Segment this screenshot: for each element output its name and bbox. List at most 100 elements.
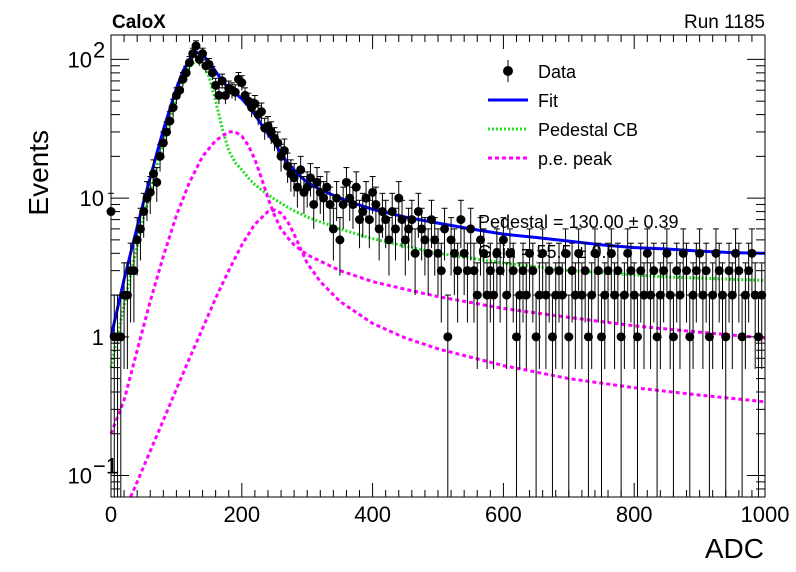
data-point: [682, 266, 692, 276]
x-tick-label: 1000: [741, 502, 790, 527]
data-point: [659, 266, 669, 276]
data-point: [675, 290, 685, 300]
data-point: [587, 290, 597, 300]
x-tick-label: 800: [616, 502, 653, 527]
data-point: [230, 87, 240, 97]
data-point: [528, 266, 538, 276]
data-point: [619, 290, 629, 300]
data-point: [384, 235, 394, 245]
data-point: [456, 215, 466, 225]
data-point: [328, 224, 338, 234]
data-point: [351, 182, 361, 192]
data-point: [417, 224, 427, 234]
data-point: [626, 266, 636, 276]
data-point: [341, 177, 351, 187]
data-point: [443, 332, 453, 342]
data-point: [672, 266, 682, 276]
data-point: [554, 266, 564, 276]
data-point: [708, 290, 718, 300]
data-point: [466, 224, 476, 234]
data-point: [547, 332, 557, 342]
data-point: [400, 235, 410, 245]
data-point: [698, 290, 708, 300]
data-point: [701, 266, 711, 276]
data-point: [430, 235, 440, 245]
data-point: [724, 266, 734, 276]
data-point: [289, 173, 299, 183]
data-point: [371, 199, 381, 209]
data-point: [207, 68, 217, 78]
data-point: [453, 266, 463, 276]
data-point: [685, 332, 695, 342]
data-point: [747, 248, 757, 258]
legend: Data Fit Pedestal CB p.e. peak: [488, 60, 638, 169]
data-point: [538, 248, 548, 258]
data-point: [162, 127, 172, 137]
x-tick-label: 200: [223, 502, 260, 527]
fit-parameters: Pedestal = 130.00 ± 0.39 Gain = 55.5 ± 0.…: [478, 212, 679, 262]
data-point: [655, 290, 665, 300]
x-tick-label: 400: [354, 502, 391, 527]
data-point: [531, 332, 541, 342]
fit-parameter: Gain = 55.5 ± 0.5: [478, 242, 616, 262]
legend-label: Pedestal CB: [538, 120, 638, 140]
y-tick-label: 10: [68, 47, 92, 72]
data-point: [184, 58, 194, 68]
data-point: [122, 290, 132, 300]
data-point: [440, 224, 450, 234]
data-point: [436, 266, 446, 276]
data-point: [574, 248, 584, 258]
data-point: [492, 248, 502, 258]
data-point: [613, 266, 623, 276]
data-point: [368, 187, 378, 197]
legend-label: Fit: [538, 91, 558, 111]
data-point: [155, 151, 165, 161]
data-point: [446, 235, 456, 245]
data-point: [534, 290, 544, 300]
data-point: [590, 248, 600, 258]
data-point: [623, 248, 633, 258]
data-point: [338, 199, 348, 209]
chart-title-left: CaloX: [112, 12, 166, 33]
data-point: [319, 193, 329, 203]
data-point: [181, 68, 191, 78]
data-point: [135, 224, 145, 234]
data-point: [695, 248, 705, 258]
data-point: [145, 187, 155, 197]
data-point: [433, 248, 443, 258]
data-point: [198, 49, 208, 59]
data-point: [404, 224, 414, 234]
data-point: [158, 138, 168, 148]
data-point: [583, 332, 593, 342]
data-point: [610, 290, 620, 300]
y-tick-exponent: 2: [93, 37, 105, 62]
data-point: [597, 332, 606, 342]
data-point: [188, 49, 198, 59]
data-point: [567, 266, 577, 276]
data-point: [580, 266, 590, 276]
data-point: [744, 266, 754, 276]
data-point: [462, 266, 472, 276]
data-point: [459, 248, 469, 258]
data-point: [237, 78, 247, 88]
data-point: [214, 90, 224, 100]
data-point: [704, 332, 714, 342]
data-point: [175, 85, 185, 95]
data-point: [407, 215, 417, 225]
data-point: [544, 266, 554, 276]
data-point: [505, 248, 515, 258]
data-point: [502, 290, 512, 300]
data-point: [410, 248, 420, 258]
data-point: [358, 207, 368, 217]
data-point: [220, 90, 230, 100]
data-point: [731, 248, 741, 258]
data-point: [165, 116, 175, 126]
data-point: [495, 266, 505, 276]
data-point: [518, 266, 528, 276]
data-point: [479, 248, 489, 258]
data-point: [312, 177, 322, 187]
data-point: [191, 41, 201, 51]
data-point: [413, 207, 423, 217]
fit-parameter: Pedestal = 130.00 ± 0.39: [478, 212, 679, 232]
